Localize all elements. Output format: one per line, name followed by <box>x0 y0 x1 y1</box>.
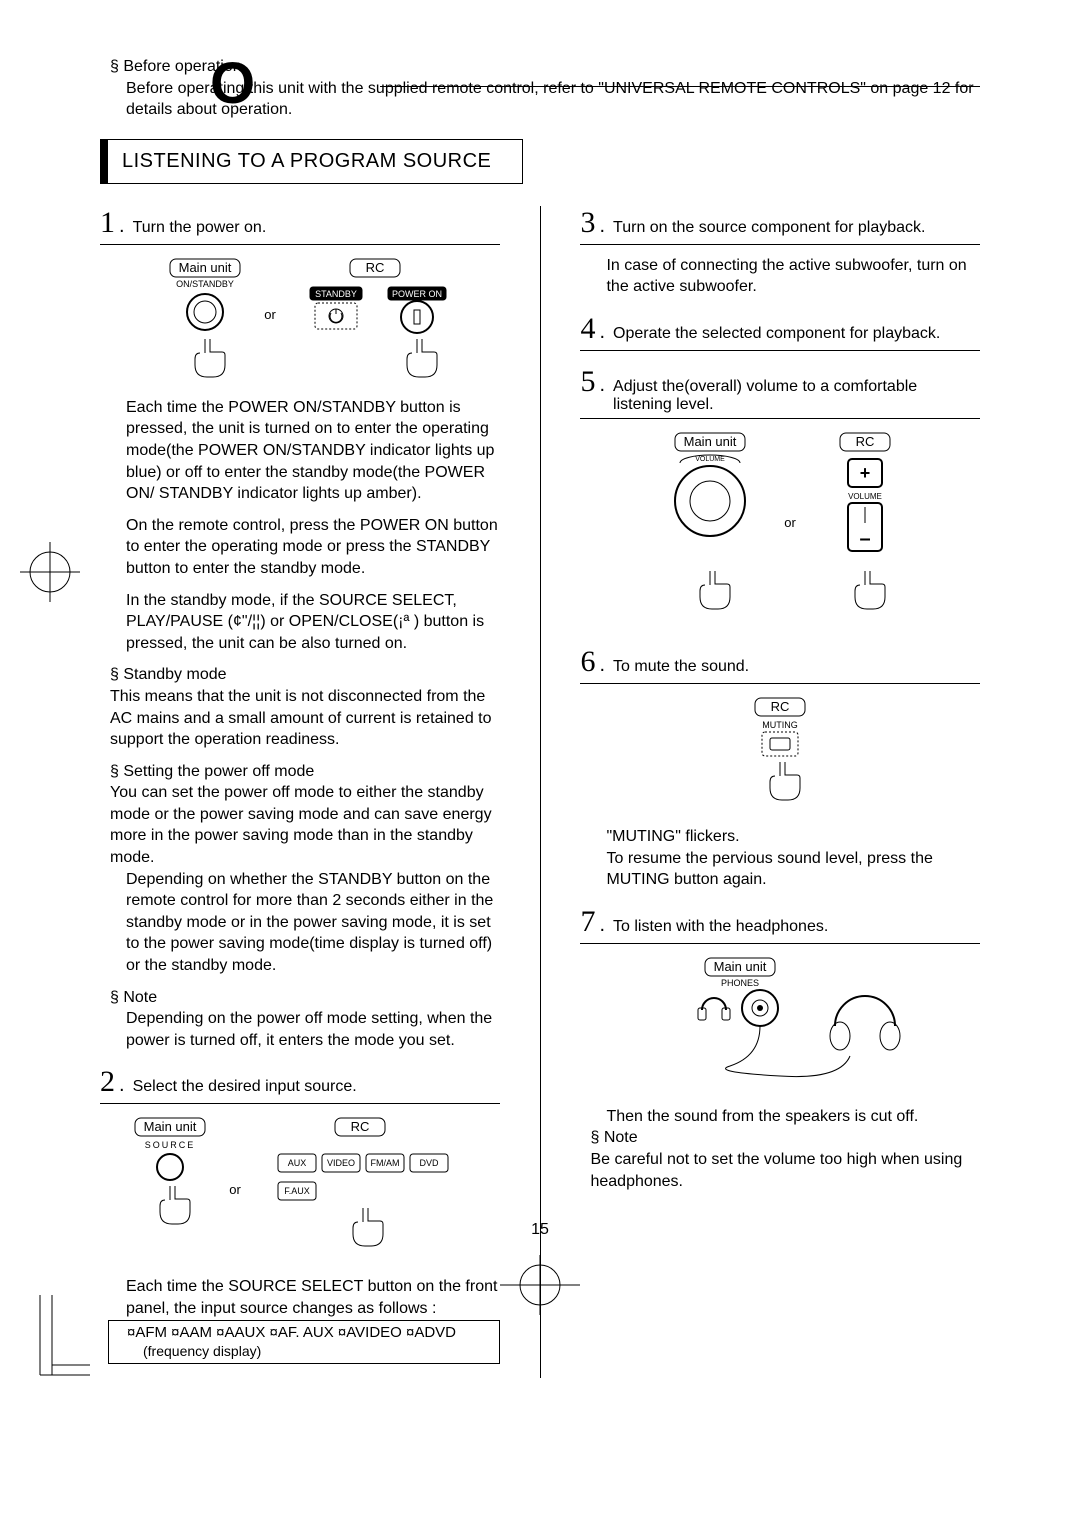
svg-text:Main unit: Main unit <box>684 434 737 449</box>
step-2-head: 2. Select the desired input source. <box>100 1065 500 1099</box>
s6-p2: To resume the pervious sound level, pres… <box>606 848 980 891</box>
s2-cycle: ¤AFM ¤AAM ¤AAUX ¤AF. AUX ¤AVIDEO ¤ADVD <box>127 1323 491 1343</box>
s3-title: Turn on the source component for playbac… <box>613 219 925 237</box>
s1-p3: In the standby mode, if the SOURCE SELEC… <box>126 590 500 655</box>
or-2: or <box>229 1182 241 1197</box>
step-1-diagram: Main unit ON/STANDBY or RC STANDBY <box>100 257 500 387</box>
step-2-title: Select the desired input source. <box>133 1078 357 1096</box>
svg-text:VOLUME: VOLUME <box>695 456 725 463</box>
rc-label-1: RC <box>365 260 384 275</box>
step-1-num: 1 <box>100 206 115 240</box>
s3-p1: In case of connecting the active subwoof… <box>606 255 980 298</box>
svg-text:VOLUME: VOLUME <box>848 492 882 501</box>
main-unit-label: Main unit <box>178 260 231 275</box>
s7-diagram: Main unit PHONES <box>580 956 980 1096</box>
header-rule <box>380 86 980 87</box>
column-divider <box>540 206 541 1378</box>
s1-p1: Each time the POWER ON/STANDBY button is… <box>126 397 500 505</box>
s4-title: Operate the selected component for playb… <box>613 325 940 343</box>
s1-p2: On the remote control, press the POWER O… <box>126 515 500 580</box>
page-number: 15 <box>0 1221 1080 1239</box>
s1-b3: § Note <box>110 987 500 1009</box>
svg-text:VIDEO: VIDEO <box>327 1158 355 1168</box>
svg-text:RC: RC <box>856 434 875 449</box>
s5-title: Adjust the(overall) volume to a comforta… <box>613 378 980 414</box>
s1-p7: Depending on the power off mode setting,… <box>126 1008 500 1051</box>
s1-b2: § Setting the power off mode <box>110 761 500 783</box>
page-header-mark: O <box>210 50 255 117</box>
on-standby-label: ON/STANDBY <box>176 279 234 289</box>
svg-text:RC: RC <box>771 699 790 714</box>
svg-text:+: + <box>860 463 871 483</box>
s1-p6: Depending on whether the STANDBY button … <box>126 869 500 977</box>
s1-p5: You can set the power off mode to either… <box>110 782 500 868</box>
step-2-rule <box>100 1103 500 1104</box>
cropmark-bottom-icon <box>0 1255 1080 1315</box>
step-1-head: 1. Turn the power on. <box>100 206 500 240</box>
svg-text:–: – <box>860 528 871 550</box>
section-header: LISTENING TO A PROGRAM SOURCE <box>100 139 523 184</box>
s6-p1: "MUTING" flickers. <box>606 826 980 848</box>
rc-2: RC <box>350 1119 369 1134</box>
or-1: or <box>264 307 276 322</box>
cycle-box: ¤AFM ¤AAM ¤AAUX ¤AF. AUX ¤AVIDEO ¤ADVD (… <box>108 1320 500 1364</box>
left-column: 1. Turn the power on. Main unit ON/STAND… <box>100 206 500 1378</box>
source-lbl: SOURCE <box>145 1140 196 1150</box>
mu-2: Main unit <box>143 1119 196 1134</box>
step-1-rule <box>100 244 500 245</box>
s7-b1: § Note <box>590 1127 980 1149</box>
step-2-diagram: Main unit SOURCE or RC AUX VIDEO FM/AM D… <box>100 1116 500 1266</box>
s2-freq: (frequency display) <box>143 1343 491 1359</box>
s6-diagram: RC MUTING <box>580 696 980 816</box>
s7-p1: Then the sound from the speakers is cut … <box>606 1106 980 1128</box>
bleed-mark-icon <box>30 1295 90 1415</box>
s1-p4: This means that the unit is not disconne… <box>110 686 500 751</box>
cropmark-left-icon <box>20 522 80 622</box>
step-2-num: 2 <box>100 1065 115 1099</box>
poweron-pill: POWER ON <box>392 289 442 299</box>
svg-text:AUX: AUX <box>288 1158 307 1168</box>
step-1-title: Turn the power on. <box>133 219 267 237</box>
svg-text:F.AUX: F.AUX <box>284 1186 310 1196</box>
svg-text:FM/AM: FM/AM <box>370 1158 399 1168</box>
s7-title: To listen with the headphones. <box>613 918 828 936</box>
s6-title: To mute the sound. <box>613 658 749 676</box>
s7-p2: Be careful not to set the volume too hig… <box>590 1149 980 1192</box>
standby-pill: STANDBY <box>315 289 357 299</box>
svg-text:or: or <box>784 515 796 530</box>
svg-text:MUTING: MUTING <box>762 720 798 730</box>
svg-text:PHONES: PHONES <box>721 978 759 988</box>
svg-text:Main unit: Main unit <box>714 959 767 974</box>
svg-text:DVD: DVD <box>419 1158 439 1168</box>
s5-diagram: Main unit VOLUME or RC + VOLUME <box>580 431 980 631</box>
right-column: 3. Turn on the source component for play… <box>580 206 980 1378</box>
s1-b1: § Standby mode <box>110 664 500 686</box>
